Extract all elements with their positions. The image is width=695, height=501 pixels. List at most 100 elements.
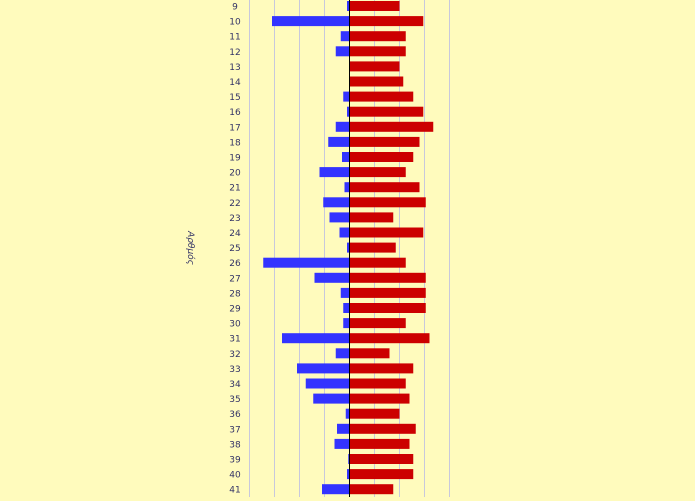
category-label: 9 <box>232 3 238 13</box>
category-label: 26 <box>229 259 241 269</box>
category-label: 40 <box>229 471 241 481</box>
bar-right <box>349 121 434 132</box>
bars <box>263 1 434 495</box>
category-label: 20 <box>229 169 241 179</box>
bar-right <box>349 91 414 102</box>
bar-left <box>334 438 350 449</box>
y-axis-title: Αρθμός <box>185 230 196 265</box>
bar-left <box>348 454 350 464</box>
bar-right <box>349 363 414 374</box>
bar-left <box>343 318 350 329</box>
bar-left <box>347 469 350 480</box>
category-labels: 9 10 11 12 13 14 15 16 17 18 19 20 21 22 23 24 25 26 27 28 2… <box>229 3 241 496</box>
category-label: 10 <box>229 18 241 28</box>
category-label: 13 <box>229 63 240 73</box>
bar-left <box>263 257 350 268</box>
bar-right <box>349 287 426 298</box>
bar-left <box>335 46 350 57</box>
bar-right <box>349 454 414 464</box>
bar-right <box>349 61 400 72</box>
category-label: 38 <box>229 440 241 450</box>
bar-right <box>349 227 424 238</box>
bar-right <box>349 152 414 162</box>
bar-right <box>349 212 394 223</box>
category-label: 19 <box>229 154 241 164</box>
category-label: 16 <box>229 108 241 118</box>
category-label: 21 <box>229 184 240 194</box>
category-label: 25 <box>229 244 240 254</box>
category-label: 34 <box>229 380 241 390</box>
bar-right <box>349 257 406 268</box>
bar-right <box>349 438 410 449</box>
bar-left <box>319 167 350 178</box>
bar-left <box>272 16 350 27</box>
bar-right <box>349 16 424 27</box>
category-label: 18 <box>229 138 241 148</box>
bar-left <box>344 182 350 193</box>
bar-right <box>349 348 390 359</box>
category-label: 31 <box>229 335 240 345</box>
bar-right <box>349 1 400 11</box>
bar-right <box>349 242 396 253</box>
bar-left <box>328 136 350 147</box>
bar-right <box>349 469 414 480</box>
category-label: 14 <box>229 78 241 88</box>
bar-left <box>342 152 350 162</box>
category-label: 11 <box>229 33 240 43</box>
bar-left <box>335 348 350 359</box>
bar-left <box>337 423 350 434</box>
bar-left <box>297 363 350 374</box>
bar-left <box>347 1 350 11</box>
bar-left <box>329 212 350 223</box>
bar-right <box>349 182 420 193</box>
category-label: 41 <box>229 486 240 496</box>
bar-right <box>349 484 394 495</box>
bar-right <box>349 46 406 57</box>
category-label: 12 <box>229 48 240 58</box>
bar-right <box>349 167 406 178</box>
bar-right <box>349 303 426 313</box>
bar-right <box>349 423 416 434</box>
bar-right <box>349 272 426 283</box>
category-label: 22 <box>229 199 240 209</box>
category-label: 24 <box>229 229 241 239</box>
category-label: 37 <box>229 425 240 435</box>
bar-left <box>282 333 350 344</box>
bar-right <box>349 197 426 208</box>
category-label: 30 <box>229 320 241 330</box>
category-label: 27 <box>229 274 240 284</box>
bar-left <box>313 393 350 404</box>
bar-left <box>335 121 350 132</box>
bar-left <box>340 31 350 42</box>
category-label: 36 <box>229 410 241 420</box>
category-label: 32 <box>229 350 240 360</box>
bar-right <box>349 76 404 87</box>
category-label: 17 <box>229 123 240 133</box>
bar-right <box>349 408 400 419</box>
bar-right <box>349 106 424 117</box>
bar-left <box>340 287 350 298</box>
category-label: 28 <box>229 289 241 299</box>
bar-left <box>343 91 350 102</box>
bar-left <box>305 378 350 389</box>
bar-left <box>323 197 350 208</box>
bar-left <box>343 303 350 313</box>
bar-right <box>349 318 406 329</box>
category-label: 35 <box>229 395 240 405</box>
bar-right <box>349 378 406 389</box>
bar-right <box>349 333 430 344</box>
bar-left <box>339 227 350 238</box>
bar-right <box>349 136 420 147</box>
bar-left <box>347 242 350 253</box>
category-label: 15 <box>229 93 240 103</box>
category-label: 39 <box>229 456 241 466</box>
bar-left <box>322 484 350 495</box>
bar-left <box>314 272 350 283</box>
category-label: 29 <box>229 305 241 315</box>
bar-right <box>349 31 406 42</box>
bar-left <box>347 106 350 117</box>
category-label: 33 <box>229 365 240 375</box>
category-label: 23 <box>229 214 240 224</box>
